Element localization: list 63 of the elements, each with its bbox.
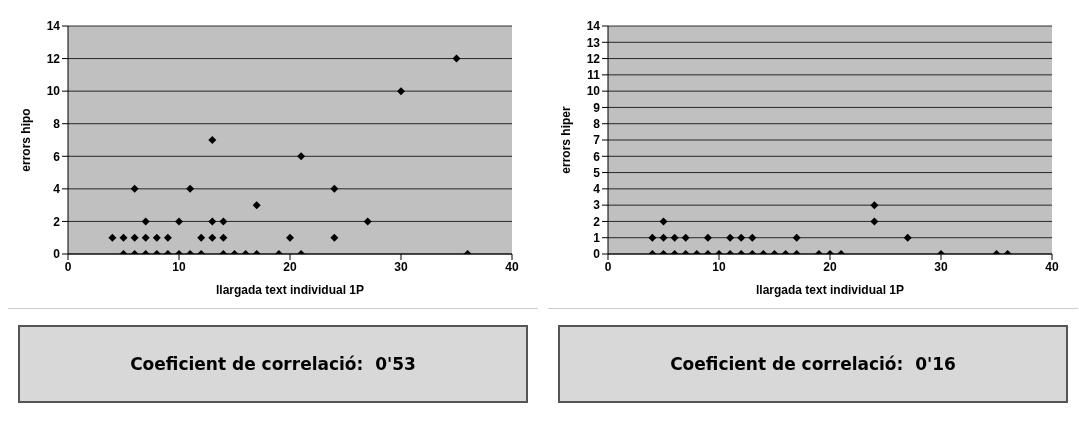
point — [219, 217, 228, 226]
x-tick-label: 40 — [505, 259, 519, 274]
text: Coeficient de correlació: 0'53 — [18, 325, 528, 403]
y-tick-label: 6 — [53, 149, 61, 164]
y-tick-label: 13 — [586, 35, 601, 50]
point — [330, 184, 339, 193]
point — [197, 233, 206, 242]
x-tick-label: 10 — [712, 259, 726, 274]
y-tick-label: 6 — [593, 149, 601, 164]
point — [363, 217, 372, 226]
point — [152, 233, 161, 242]
x-tick-label: 40 — [1045, 259, 1059, 274]
y-tick-label: 12 — [46, 51, 61, 66]
x-axis-title: llargada text individual 1P — [215, 283, 365, 297]
y-axis-title: errors hiper — [559, 105, 574, 174]
x-tick-label: 20 — [283, 259, 297, 274]
point — [286, 233, 294, 242]
y-tick-label: 9 — [593, 100, 601, 115]
y-tick-label: 11 — [587, 68, 601, 83]
y-tick-label: 0 — [593, 247, 601, 262]
y-tick-label: 0 — [53, 247, 61, 262]
point — [330, 233, 339, 242]
point — [208, 136, 217, 144]
point — [163, 233, 172, 242]
x-tick-label: 30 — [394, 259, 408, 274]
point — [252, 201, 261, 210]
point — [186, 184, 195, 193]
y-tick-label: 7 — [593, 133, 601, 148]
y-tick-label: 1 — [593, 230, 601, 245]
point — [141, 233, 150, 242]
text: Coeficient de correlació: 0'16 — [558, 325, 1068, 403]
x-tick-label: 20 — [823, 259, 837, 274]
y-tick-label: 10 — [586, 84, 601, 99]
point — [130, 184, 139, 193]
point — [452, 54, 461, 63]
point — [208, 233, 217, 242]
x-tick-label: 0 — [64, 259, 72, 274]
x-tick-label: 10 — [172, 259, 186, 274]
y-tick-label: 5 — [593, 165, 601, 180]
point — [108, 233, 117, 242]
y-tick-label: 10 — [46, 84, 61, 99]
x-tick-label: 0 — [604, 259, 612, 274]
y-tick-label: 8 — [53, 116, 61, 131]
point — [297, 152, 306, 161]
x-tick-label: 30 — [934, 259, 948, 274]
point — [397, 87, 405, 96]
point — [219, 233, 228, 242]
y-tick-label: 2 — [53, 214, 61, 229]
point — [119, 233, 128, 242]
y-tick-label: 14 — [586, 19, 601, 34]
y-tick-label: 4 — [593, 182, 601, 197]
point — [208, 217, 217, 226]
x-axis-title: llargada text individual 1P — [755, 283, 905, 297]
point — [175, 217, 183, 226]
y-tick-label: 8 — [593, 116, 601, 131]
y-tick-label: 14 — [46, 19, 61, 34]
point — [141, 217, 150, 226]
y-tick-label: 3 — [593, 198, 601, 213]
y-tick-label: 2 — [593, 214, 601, 229]
y-axis-title: errors hipo — [19, 108, 34, 172]
y-tick-label: 4 — [53, 182, 61, 197]
point — [130, 233, 139, 242]
y-tick-label: 12 — [586, 51, 601, 66]
